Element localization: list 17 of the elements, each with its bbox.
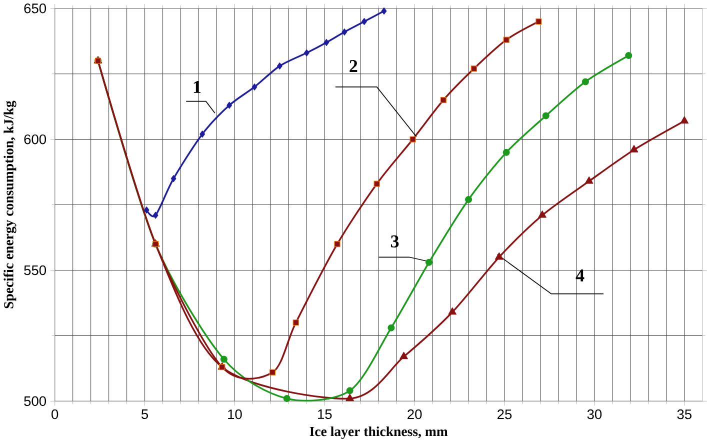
x-tick-label: 15 [318, 410, 332, 420]
x-tick-label: 30 [587, 410, 602, 420]
x-tick-label: 0 [52, 410, 58, 420]
x-tick-label: 25 [498, 410, 512, 420]
x-tick-label: 5 [141, 410, 148, 420]
y-axis-title: Specific energy consumption, kJ/kg [4, 101, 16, 308]
y-tick-label: 650 [24, 4, 46, 14]
x-axis-title: Ice layer thickness, mm [310, 426, 448, 440]
text: 2 [350, 60, 358, 72]
y-tick-label: 500 [24, 396, 46, 406]
x-tick-label: 35 [677, 410, 692, 420]
text: 4 [576, 270, 584, 282]
y-tick-label: 550 [24, 266, 46, 276]
y-tick-label: 600 [24, 134, 46, 144]
x-tick-label: 10 [228, 410, 242, 420]
x-tick-label: 20 [408, 410, 422, 420]
series-label: 3 [390, 236, 399, 248]
